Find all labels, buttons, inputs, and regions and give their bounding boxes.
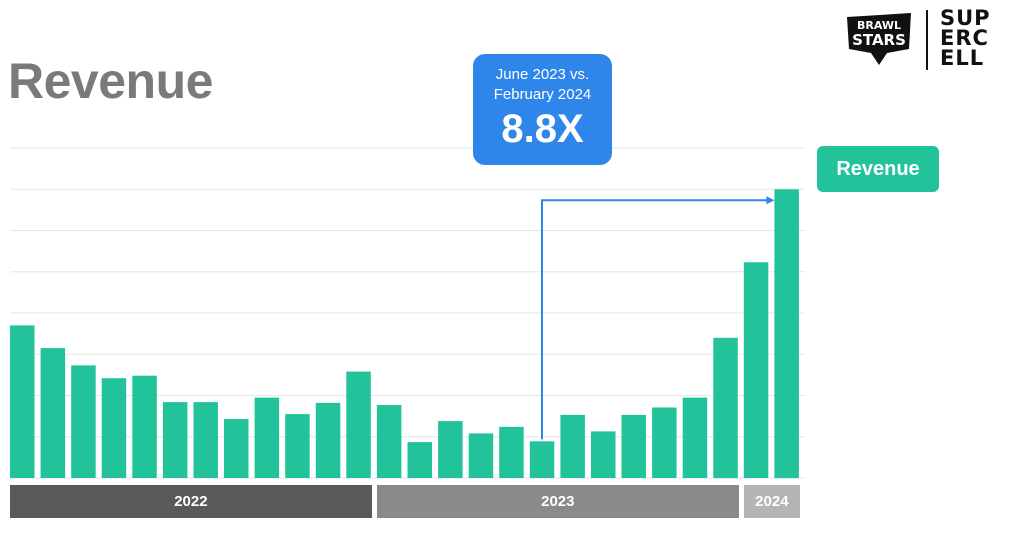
svg-text:STARS: STARS bbox=[852, 31, 906, 49]
bar-nov-2023 bbox=[682, 397, 708, 478]
comparison-arrow-head bbox=[766, 196, 775, 205]
year-band-2022: 2022 bbox=[10, 485, 372, 518]
legend-revenue: Revenue bbox=[817, 146, 939, 192]
bar-dec-2023 bbox=[713, 337, 738, 479]
bar-aug-2022 bbox=[224, 419, 249, 478]
svg-text:BRAWL: BRAWL bbox=[857, 19, 901, 32]
comparison-arrow bbox=[541, 196, 775, 440]
comparison-arrow-line bbox=[541, 199, 769, 440]
bar-sep-2023 bbox=[621, 414, 646, 478]
bar-jun-2023 bbox=[529, 441, 555, 478]
logo-divider bbox=[926, 10, 928, 70]
comparison-callout: June 2023 vs. February 2024 8.8X bbox=[473, 54, 612, 165]
bar-oct-2023 bbox=[652, 407, 677, 478]
bar-apr-2022 bbox=[101, 378, 127, 478]
bar-jan-2024 bbox=[743, 262, 769, 478]
bar-feb-2023 bbox=[407, 442, 432, 478]
bar-jan-2023 bbox=[376, 405, 402, 478]
bar-nov-2022 bbox=[315, 402, 341, 478]
bar-feb-2024 bbox=[774, 189, 799, 479]
bar-oct-2022 bbox=[285, 414, 310, 478]
bar-feb-2022 bbox=[40, 348, 66, 478]
bar-mar-2022 bbox=[71, 365, 96, 478]
year-band-2024: 2024 bbox=[743, 485, 800, 518]
supercell-logo: SUP ERC ELL bbox=[940, 6, 991, 70]
bar-may-2022 bbox=[132, 375, 157, 478]
bar-jan-2022 bbox=[10, 325, 35, 478]
bar-sep-2022 bbox=[254, 397, 280, 478]
bar-mar-2023 bbox=[438, 421, 463, 478]
callout-subtitle-line2: February 2024 bbox=[493, 86, 592, 103]
bar-may-2023 bbox=[499, 426, 524, 478]
callout-subtitle-line1: June 2023 vs. bbox=[495, 66, 590, 83]
page-title: Revenue bbox=[8, 53, 213, 109]
bar-aug-2023 bbox=[591, 431, 616, 478]
bar-apr-2023 bbox=[468, 433, 494, 478]
callout-multiplier: 8.8X bbox=[501, 107, 584, 151]
bar-jul-2022 bbox=[193, 402, 218, 478]
brawl-stars-logo: BRAWL STARS bbox=[847, 13, 911, 65]
bar-dec-2022 bbox=[346, 371, 371, 478]
bar-jun-2022 bbox=[162, 402, 188, 478]
year-band-2023: 2023 bbox=[376, 485, 739, 518]
chart-bars bbox=[10, 189, 799, 479]
bar-jul-2023 bbox=[560, 414, 585, 478]
